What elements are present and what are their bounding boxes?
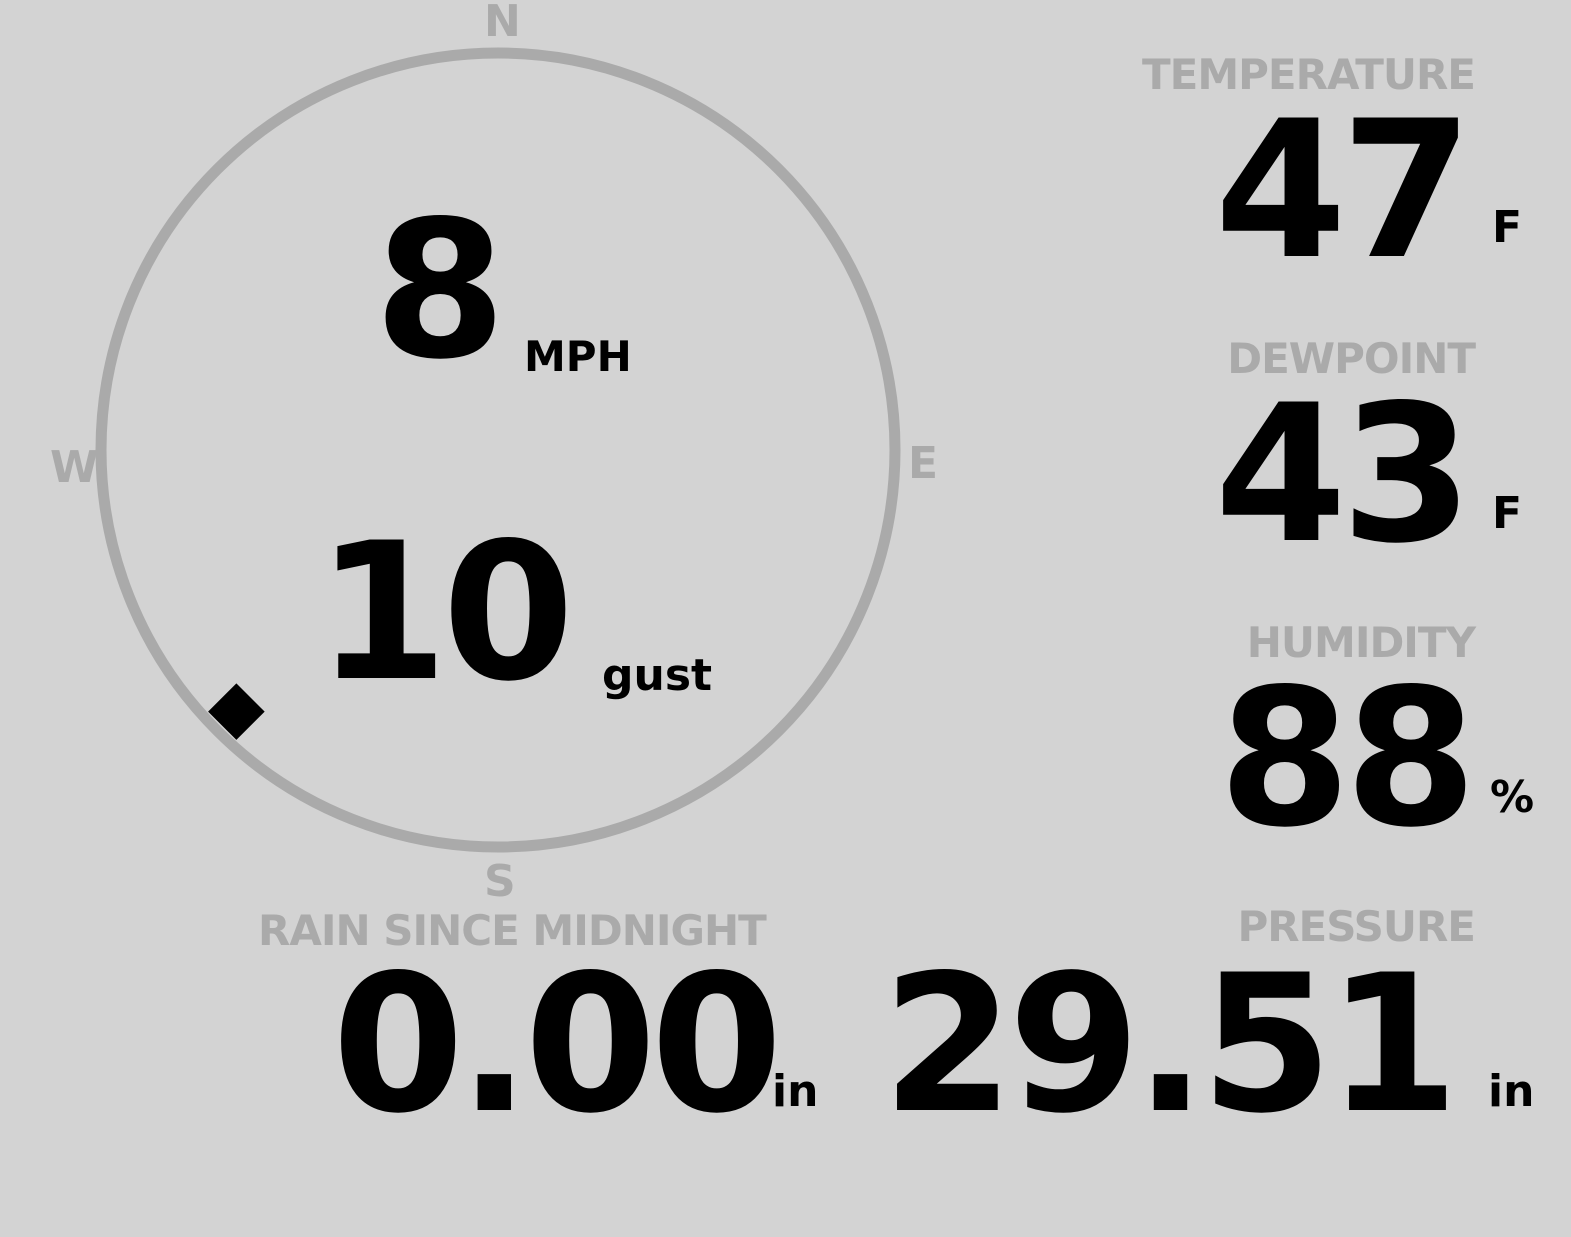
dewpoint-unit: F xyxy=(1492,488,1523,539)
wind-compass xyxy=(95,47,901,853)
humidity-label: HUMIDITY xyxy=(1246,618,1476,667)
rain-unit: in xyxy=(772,1066,819,1117)
humidity-unit: % xyxy=(1490,772,1535,823)
temperature-value: 47 xyxy=(1214,80,1473,301)
wind-gust-unit: gust xyxy=(602,650,713,701)
temperature-unit: F xyxy=(1492,202,1523,253)
compass-n: N xyxy=(484,0,521,47)
pressure-value: 29.51 xyxy=(882,934,1459,1155)
pressure-label: PRESSURE xyxy=(1237,902,1476,951)
humidity-value: 88 xyxy=(1218,648,1477,869)
rain-value: 0.00 xyxy=(332,934,783,1155)
rain-label: RAIN SINCE MIDNIGHT xyxy=(258,906,767,955)
wind-gust-value: 10 xyxy=(316,502,574,723)
compass-w: W xyxy=(50,442,99,493)
dewpoint-value: 43 xyxy=(1214,364,1473,585)
wind-speed-value: 8 xyxy=(374,180,506,401)
wind-speed-unit: MPH xyxy=(524,332,632,381)
compass-e: E xyxy=(908,438,939,489)
pressure-unit: in xyxy=(1488,1066,1535,1117)
temperature-label: TEMPERATURE xyxy=(1142,50,1476,99)
compass-ring xyxy=(95,47,901,853)
compass-s: S xyxy=(484,856,516,907)
dewpoint-label: DEWPOINT xyxy=(1227,334,1476,383)
